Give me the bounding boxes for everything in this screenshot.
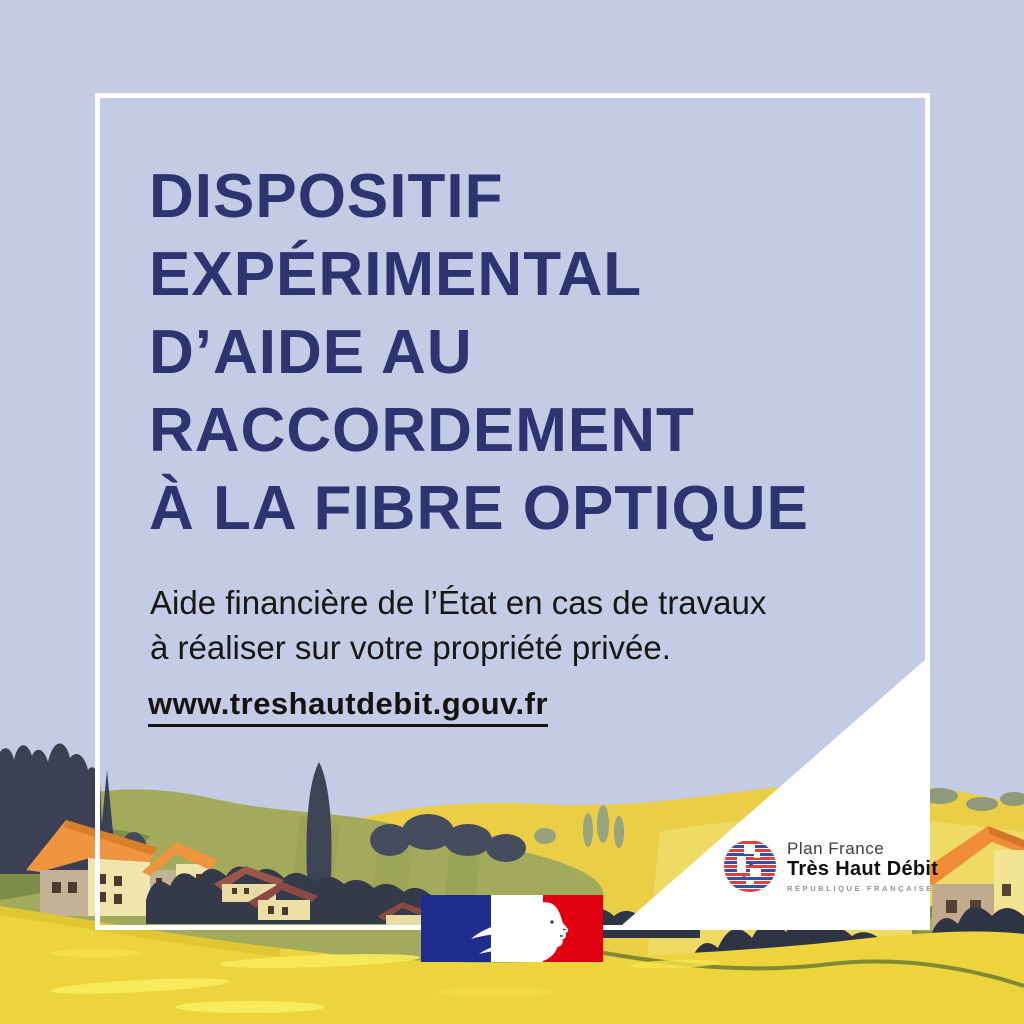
plan-france-thd-logo: Plan France Très Haut Débit RÉPUBLIQUE F…: [724, 839, 938, 893]
poster-title-line-4: RACCORDEMENT: [149, 396, 695, 465]
subtitle-line-1: Aide financière de l’État en cas de trav…: [150, 584, 767, 621]
thd-logo-line-2: Très Haut Débit: [787, 858, 939, 880]
poster-title-line-1: DISPOSITIF: [149, 162, 504, 231]
poster-title-line-2: EXPÉRIMENTAL: [149, 240, 643, 309]
website-link[interactable]: www.treshautdebit.gouv.fr: [148, 686, 549, 727]
poster-title-line-3: D’AIDE AU: [149, 318, 473, 387]
subtitle-line-2: à réaliser sur votre propriété privée.: [150, 629, 671, 666]
poster-subtitle: Aide financière de l’État en cas de trav…: [150, 580, 890, 670]
poster-title-line-5: À LA FIBRE OPTIQUE: [149, 474, 809, 543]
thd-logo-line-1: Plan France: [787, 839, 885, 858]
thd-logo-line-3: RÉPUBLIQUE FRANÇAISE: [787, 884, 935, 893]
thd-globe-icon: [724, 840, 776, 892]
marianne-flag-icon: [421, 895, 603, 962]
poster-title: DISPOSITIF EXPÉRIMENTAL D’AIDE AU RACCOR…: [149, 158, 909, 548]
